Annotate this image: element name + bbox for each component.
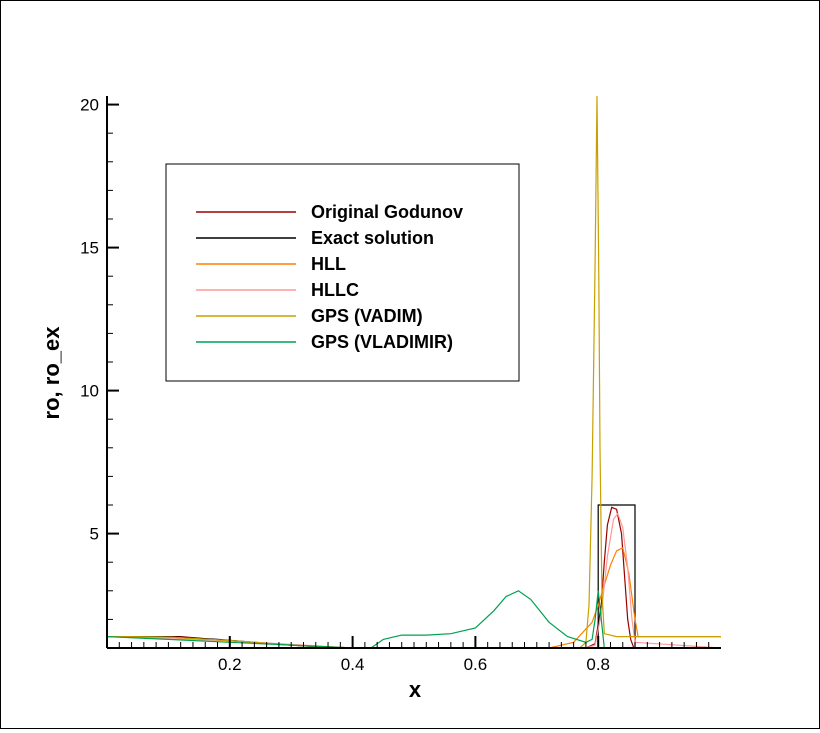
legend-label: HLL [311, 254, 346, 274]
x-tick-label: 0.6 [464, 655, 488, 674]
y-tick-label: 15 [80, 239, 99, 258]
series-line-3 [107, 547, 721, 648]
y-tick-label: 20 [80, 96, 99, 115]
legend-label: GPS (VADIM) [311, 306, 423, 326]
legend-label: HLLC [311, 280, 359, 300]
x-tick-label: 0.4 [341, 655, 365, 674]
series-line-4 [107, 512, 721, 648]
y-axis-label: ro, ro_ex [39, 326, 64, 420]
legend-label: Exact solution [311, 228, 434, 248]
legend: Original Godunov Exact solution HLL HLLC GPS… [165, 163, 520, 382]
y-tick-label: 10 [80, 382, 99, 401]
x-tick-label: 0.8 [586, 655, 610, 674]
legend-box [165, 163, 520, 382]
axes-layer: 0.2 0.4 0.6 0.8 5 10 15 20 [80, 96, 721, 674]
legend-label: GPS (VLADIMIR) [311, 332, 453, 352]
x-axis-label: x [409, 677, 422, 702]
legend-label: Original Godunov [311, 202, 463, 222]
x-tick-label: 0.2 [218, 655, 242, 674]
y-tick-label: 5 [90, 525, 99, 544]
